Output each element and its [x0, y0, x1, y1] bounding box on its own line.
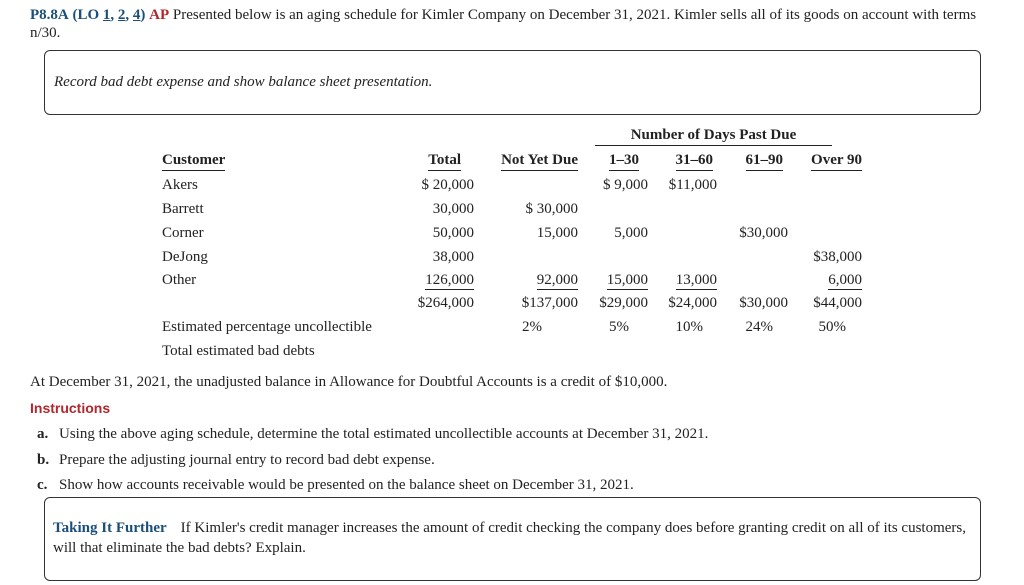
column-header: Customer [162, 151, 226, 171]
problem-id: P8.8A [30, 7, 69, 23]
amount: 5,000 [614, 225, 648, 241]
amount: 15,000 [536, 225, 578, 241]
column-total: $264,000 [417, 295, 474, 311]
column-total: $24,000 [668, 295, 717, 311]
further: Taking It Further If Kimler's credit mana… [53, 518, 973, 558]
amount: 30,000 [432, 201, 474, 217]
percentage: 2% [522, 319, 542, 335]
percentage: 50% [818, 319, 847, 335]
lo-sep: , [125, 7, 133, 23]
lo-ref[interactable]: 2 [117, 7, 126, 23]
level: AP [149, 7, 170, 23]
amount: 6,000 [828, 272, 862, 290]
lo-ref[interactable]: 4 [132, 7, 141, 23]
column-header: Total [428, 151, 461, 171]
group-header: Number of Days Past Due [595, 126, 832, 146]
column-header: Over 90 [811, 151, 862, 171]
percentage: 24% [745, 319, 774, 335]
balance-note: At December 31, 2021, the unadjusted bal… [30, 374, 668, 390]
lo-ref[interactable]: 1 [102, 7, 111, 23]
column-header: 61–90 [745, 151, 783, 171]
amount: $11,000 [668, 177, 717, 193]
further-text: If Kimler's credit manager increases the… [53, 520, 966, 556]
lo-open: (LO [72, 7, 100, 23]
amount: 15,000 [606, 272, 648, 290]
problem-text: Presented below is an aging schedule for… [30, 7, 977, 41]
lo-sep: , [110, 7, 118, 23]
instruction-text: Prepare the adjusting journal entry to r… [59, 452, 435, 468]
percentage-label: Estimated percentage uncollectible [162, 319, 372, 335]
instruction-text: Using the above aging schedule, determin… [59, 426, 709, 442]
column-total: $30,000 [739, 295, 788, 311]
problem-header: P8.8A (LO 1, 2, 4) AP Presented below is… [30, 6, 980, 42]
column-total: $44,000 [813, 295, 862, 311]
amount: $ 30,000 [525, 201, 579, 217]
instruction-letter: a. [37, 426, 49, 442]
instruction-letter: c. [37, 477, 48, 493]
amount: 92,000 [536, 272, 578, 290]
column-header: Not Yet Due [501, 151, 578, 171]
amount: 126,000 [425, 272, 474, 290]
amount: 50,000 [432, 225, 474, 241]
column-header: 1–30 [609, 151, 639, 171]
customer-name: Other [162, 272, 197, 288]
amount: $ 20,000 [421, 177, 475, 193]
lo-close: ) [140, 7, 146, 23]
amount: $30,000 [739, 225, 788, 241]
amount: $38,000 [813, 249, 862, 265]
column-header: 31–60 [675, 151, 713, 171]
percentage: 10% [675, 319, 704, 335]
customer-name: Corner [162, 225, 204, 241]
task-text: Record bad debt expense and show balance… [54, 74, 433, 90]
percentage: 5% [609, 319, 629, 335]
instruction-letter: b. [37, 452, 50, 468]
amount: 13,000 [675, 272, 717, 290]
column-total: $137,000 [521, 295, 578, 311]
customer-name: DeJong [162, 249, 208, 265]
customer-name: Akers [162, 177, 198, 193]
instruction-text: Show how accounts receivable would be pr… [59, 477, 634, 493]
final-row-label: Total estimated bad debts [162, 343, 315, 359]
further-box: Taking It Further If Kimler's credit mana… [44, 497, 981, 581]
amount: 38,000 [432, 249, 474, 265]
task-box: Record bad debt expense and show balance… [44, 50, 981, 115]
customer-name: Barrett [162, 201, 204, 217]
column-total: $29,000 [599, 295, 648, 311]
further-title: Taking It Further [53, 520, 167, 536]
instructions-title: Instructions [30, 400, 111, 416]
amount: $ 9,000 [603, 177, 648, 193]
